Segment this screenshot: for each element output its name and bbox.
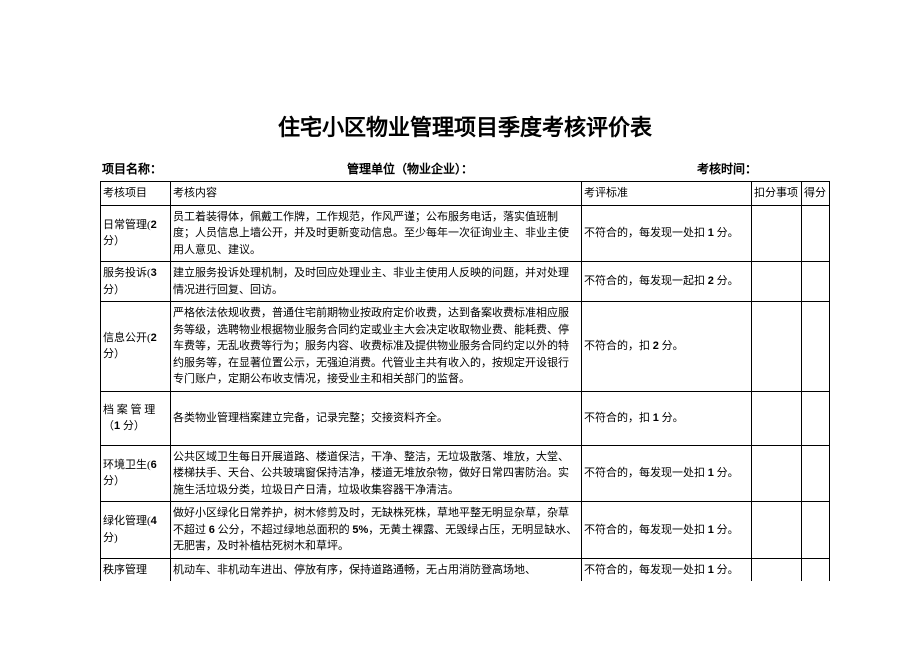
cell-item: 信息公开(2分） <box>101 302 171 392</box>
cell-deduction <box>752 558 802 581</box>
cell-item: 秩序管理 <box>101 558 171 581</box>
table-row: 服务投诉(3分） 建立服务投诉处理机制，及时回应处理业主、非业主使用人反映的问题… <box>101 262 830 302</box>
header-item: 考核项目 <box>101 182 171 206</box>
cell-deduction <box>752 262 802 302</box>
cell-content: 建立服务投诉处理机制，及时回应处理业主、非业主使用人反映的问题，并对处理情况进行… <box>171 262 582 302</box>
table-row: 秩序管理 机动车、非机动车进出、停放有序，保持道路通畅，无占用消防登高场地、 不… <box>101 558 830 581</box>
cell-item: 绿化管理(4分) <box>101 502 171 559</box>
cell-standard: 不符合的，每发现一处扣 1 分。 <box>582 205 752 262</box>
cell-deduction <box>752 205 802 262</box>
cell-item: 环境卫生(6分） <box>101 445 171 502</box>
cell-content: 严格依法依规收费，普通住宅前期物业按政府定价收费，达到备案收费标准相应服务等级，… <box>171 302 582 392</box>
meta-project: 项目名称： <box>102 160 347 177</box>
meta-company: 管理单位（物业企业）： <box>347 160 697 177</box>
cell-score <box>802 391 830 445</box>
meta-row: 项目名称： 管理单位（物业企业）： 考核时间： <box>100 160 830 177</box>
cell-standard: 不符合的，每发现一处扣 1 分。 <box>582 558 752 581</box>
cell-score <box>802 502 830 559</box>
cell-item: 服务投诉(3分） <box>101 262 171 302</box>
table-row: 日常管理(2分） 员工着装得体，佩戴工作牌，工作规范，作风严谨；公布服务电话，落… <box>101 205 830 262</box>
cell-item: 档 案 管 理（1 分） <box>101 391 171 445</box>
cell-deduction <box>752 502 802 559</box>
header-content: 考核内容 <box>171 182 582 206</box>
cell-item: 日常管理(2分） <box>101 205 171 262</box>
cell-content: 做好小区绿化日常养护，树木修剪及时，无缺株死株，草地平整无明显杂草，杂草不超过 … <box>171 502 582 559</box>
cell-score <box>802 262 830 302</box>
cell-content: 各类物业管理档案建立完备，记录完整；交接资料齐全。 <box>171 391 582 445</box>
cell-score <box>802 302 830 392</box>
cell-content: 机动车、非机动车进出、停放有序，保持道路通畅，无占用消防登高场地、 <box>171 558 582 581</box>
cell-deduction <box>752 391 802 445</box>
cell-content: 员工着装得体，佩戴工作牌，工作规范，作风严谨；公布服务电话，落实值班制度；人员信… <box>171 205 582 262</box>
header-score: 得分 <box>802 182 830 206</box>
document-page: 住宅小区物业管理项目季度考核评价表 项目名称： 管理单位（物业企业）： 考核时间… <box>0 0 920 601</box>
cell-standard: 不符合的，扣 1 分。 <box>582 391 752 445</box>
cell-score <box>802 205 830 262</box>
cell-deduction <box>752 302 802 392</box>
cell-score <box>802 558 830 581</box>
cell-standard: 不符合的，每发现一处扣 1 分。 <box>582 445 752 502</box>
cell-standard: 不符合的，每发现一起扣 2 分。 <box>582 262 752 302</box>
table-row: 绿化管理(4分) 做好小区绿化日常养护，树木修剪及时，无缺株死株，草地平整无明显… <box>101 502 830 559</box>
document-title: 住宅小区物业管理项目季度考核评价表 <box>100 110 830 142</box>
cell-deduction <box>752 445 802 502</box>
cell-score <box>802 445 830 502</box>
cell-standard: 不符合的，每发现一处扣 1 分。 <box>582 502 752 559</box>
cell-standard: 不符合的，扣 2 分。 <box>582 302 752 392</box>
cell-content: 公共区域卫生每日开展道路、楼道保洁，干净、整洁，无垃圾散落、堆放，大堂、楼梯扶手… <box>171 445 582 502</box>
table-row: 档 案 管 理（1 分） 各类物业管理档案建立完备，记录完整；交接资料齐全。 不… <box>101 391 830 445</box>
header-standard: 考评标准 <box>582 182 752 206</box>
table-row: 环境卫生(6分） 公共区域卫生每日开展道路、楼道保洁，干净、整洁，无垃圾散落、堆… <box>101 445 830 502</box>
meta-time: 考核时间： <box>697 160 828 177</box>
header-deduction: 扣分事项 <box>752 182 802 206</box>
table-header-row: 考核项目 考核内容 考评标准 扣分事项 得分 <box>101 182 830 206</box>
table-row: 信息公开(2分） 严格依法依规收费，普通住宅前期物业按政府定价收费，达到备案收费… <box>101 302 830 392</box>
evaluation-table: 考核项目 考核内容 考评标准 扣分事项 得分 日常管理(2分） 员工着装得体，佩… <box>100 181 830 581</box>
